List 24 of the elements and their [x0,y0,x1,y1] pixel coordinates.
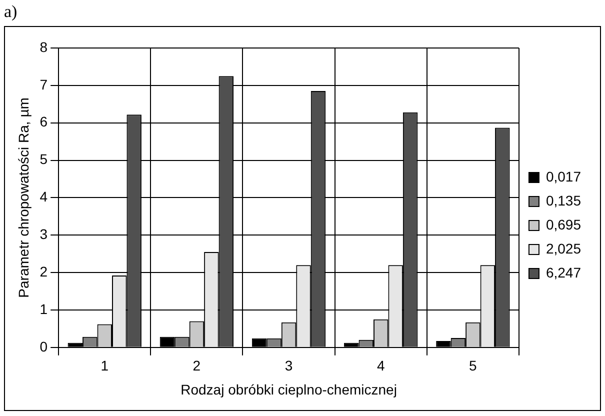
y-tick-label: 6 [40,114,48,130]
legend-label: 0,695 [546,216,582,232]
y-tick-label: 8 [40,38,48,55]
x-axis-title: Rodzaj obróbki cieplno-chemicznej [180,381,397,398]
legend-label: 6,247 [546,264,582,280]
y-tick-label: 2 [40,263,48,280]
bar [252,338,267,347]
y-tick-label: 5 [40,151,48,168]
y-tick-label: 1 [40,300,48,317]
x-tick-label: 3 [284,358,293,374]
x-tick-label: 4 [376,358,385,374]
x-tick-label: 5 [469,358,478,374]
y-tick-label: 0 [40,338,48,354]
x-tick-label: 2 [192,358,201,374]
legend-label: 0,135 [546,192,582,208]
y-tick-label: 3 [40,226,48,242]
x-tick-label: 1 [100,358,109,374]
y-tick-label: 4 [40,188,48,205]
legend-label: 2,025 [546,240,582,256]
bar [436,341,451,347]
y-tick-label: 7 [40,76,48,92]
chart-title: a) [4,2,18,22]
legend-label: 0,017 [546,168,582,184]
y-axis-title: Parametr chropowatości Ra, µm [15,98,32,298]
